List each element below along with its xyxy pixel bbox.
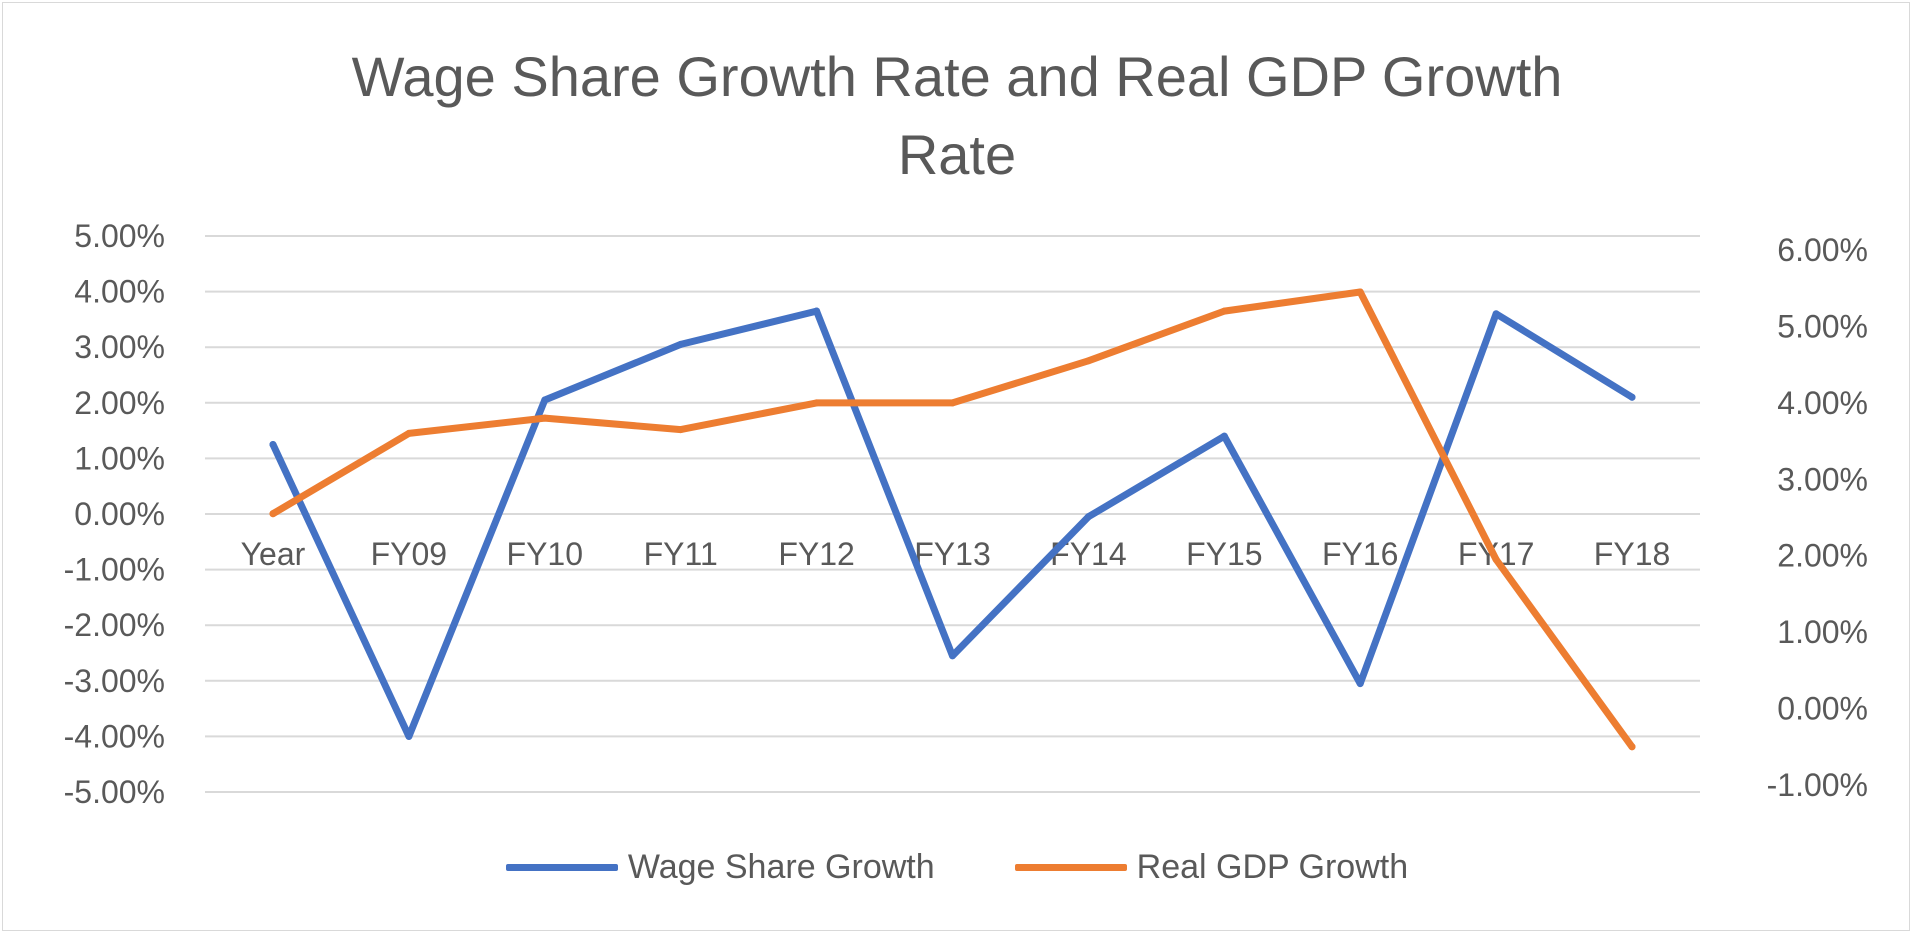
data-point-real-gdp [949, 399, 956, 407]
left-axis-tick-labels: 5.00% 4.00% 3.00% 2.00% 1.00% 0.00% -1.00% -2.0… [64, 218, 165, 810]
left-axis-tick-label: -3.00% [64, 663, 165, 699]
chart-title-line-1: Wage Share Growth Rate and Real GDP Grow… [351, 45, 1563, 108]
right-axis-tick-label: 5.00% [1777, 308, 1868, 344]
legend-label-real-gdp: Real GDP Growth [1136, 848, 1409, 886]
left-axis-tick-label: 0.00% [74, 496, 165, 532]
data-point-wage-share [949, 652, 956, 660]
right-axis-tick-label: 2.00% [1777, 538, 1868, 574]
data-point-wage-share [405, 732, 413, 740]
legend-item-wage-share[interactable]: Wage Share Growth [505, 848, 935, 887]
data-point-wage-share [541, 396, 549, 404]
category-label: FY10 [507, 536, 583, 572]
right-axis-tick-label: 1.00% [1777, 614, 1868, 650]
category-axis-labels: Year FY09 FY10 FY11 FY12 FY13 FY14 FY15 FY16 FY17… [241, 536, 1671, 572]
left-axis-tick-label: 3.00% [74, 329, 165, 365]
left-axis-tick-label: -5.00% [64, 774, 165, 810]
data-point-wage-share [813, 307, 821, 315]
data-point-wage-share [1084, 513, 1092, 521]
data-point-wage-share [1356, 680, 1364, 688]
data-point-real-gdp [1356, 288, 1364, 296]
legend-swatch-real-gdp [1014, 864, 1127, 871]
right-axis-tick-label: 4.00% [1777, 385, 1868, 421]
category-label: FY09 [371, 536, 447, 572]
data-point-wage-share [1628, 393, 1636, 401]
data-point-real-gdp [1084, 357, 1092, 365]
right-axis-tick-label: -1.00% [1767, 767, 1868, 803]
data-point-wage-share [1492, 310, 1500, 318]
series-line-real-gdp-growth [269, 288, 1636, 751]
right-axis-tick-label: 0.00% [1777, 691, 1868, 727]
left-axis-tick-label: -4.00% [64, 718, 165, 754]
series-line-wage-share-growth [269, 307, 1636, 740]
data-point-real-gdp [677, 426, 685, 434]
data-point-real-gdp [813, 399, 821, 407]
legend-item-real-gdp[interactable]: Real GDP Growth [1014, 848, 1409, 887]
right-axis-tick-labels: 6.00% 5.00% 4.00% 3.00% 2.00% 1.00% 0.00% -1.00… [1767, 232, 1868, 803]
left-axis-tick-label: 5.00% [74, 218, 165, 254]
left-axis-tick-label: 2.00% [74, 385, 165, 421]
data-point-real-gdp [1492, 556, 1500, 564]
category-label: FY13 [914, 536, 990, 572]
left-axis-tick-label: 1.00% [74, 440, 165, 476]
category-label: Year [241, 536, 306, 572]
data-point-real-gdp [405, 429, 413, 437]
category-label: FY16 [1322, 536, 1398, 572]
data-point-real-gdp [1628, 743, 1636, 751]
legend-swatch-wage-share [505, 864, 618, 871]
chart-title-line-2: Rate [897, 123, 1017, 186]
category-label: FY11 [644, 536, 718, 572]
left-axis-tick-label: -2.00% [64, 607, 165, 643]
right-axis-tick-label: 6.00% [1777, 232, 1868, 268]
left-axis-tick-label: 4.00% [74, 274, 165, 310]
category-label: FY18 [1594, 536, 1670, 572]
data-point-real-gdp [541, 414, 549, 422]
right-axis-tick-label: 3.00% [1777, 461, 1868, 497]
data-point-wage-share [1220, 432, 1228, 440]
legend-label-wage-share: Wage Share Growth [627, 848, 935, 886]
category-label: FY12 [778, 536, 854, 572]
data-point-wage-share [269, 441, 277, 448]
legend: Wage Share Growth Real GDP Growth [0, 848, 1914, 887]
category-label: FY15 [1186, 536, 1262, 572]
left-axis-tick-label: -1.00% [64, 552, 165, 588]
data-point-real-gdp [269, 510, 277, 518]
data-point-wage-share [677, 340, 685, 348]
data-point-real-gdp [1220, 307, 1228, 315]
chart-title: Wage Share Growth Rate and Real GDP Grow… [0, 38, 1914, 194]
series-lines [269, 288, 1636, 751]
